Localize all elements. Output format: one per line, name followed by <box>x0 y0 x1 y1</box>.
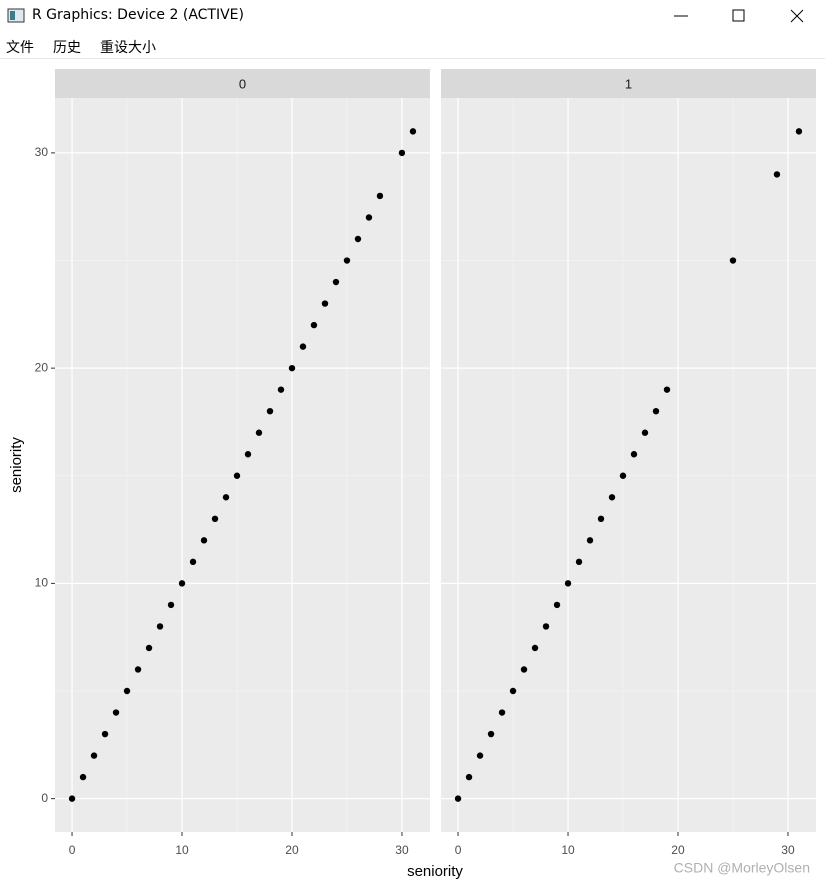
point <box>145 644 153 652</box>
panel <box>55 98 430 832</box>
point <box>123 687 131 695</box>
facet-title: 1 <box>625 76 632 91</box>
point <box>189 558 197 566</box>
close[interactable] <box>790 9 804 23</box>
y-tick-label: 10 <box>35 576 49 590</box>
point <box>520 666 528 673</box>
watermark: CSDN @MorleyOlsen <box>674 860 810 876</box>
point <box>553 601 561 609</box>
point <box>597 515 605 523</box>
y-axis-label: seniority <box>8 437 25 493</box>
strip <box>55 69 430 98</box>
window-title: R Graphics: Device 2 (ACTIVE) <box>32 7 244 23</box>
menu-item[interactable]: 重设大小 <box>100 40 156 56</box>
point <box>773 171 781 178</box>
x-tick-label: 10 <box>561 843 575 857</box>
x-tick-label: 20 <box>285 843 299 857</box>
menu-item[interactable]: 历史 <box>53 40 81 56</box>
menu-item[interactable]: 文件 <box>6 40 34 56</box>
point <box>266 407 274 415</box>
point <box>288 364 296 372</box>
point <box>156 623 164 630</box>
x-tick-label: 30 <box>781 843 795 857</box>
maximize[interactable] <box>732 9 745 22</box>
x-tick-label: 0 <box>69 843 76 857</box>
point <box>343 257 351 264</box>
point <box>663 386 671 393</box>
facet-title: 0 <box>239 76 246 91</box>
x-tick-label: 10 <box>175 843 189 857</box>
point <box>244 451 252 458</box>
point <box>498 709 506 716</box>
point <box>564 580 572 587</box>
x-tick-label: 20 <box>671 843 685 857</box>
point <box>90 752 98 759</box>
point <box>134 666 142 673</box>
point <box>112 709 120 716</box>
point <box>398 149 406 157</box>
point <box>299 343 307 350</box>
point <box>652 407 660 415</box>
point <box>729 257 737 264</box>
y-tick-label: 30 <box>35 145 49 159</box>
point <box>608 494 616 501</box>
point <box>101 730 109 738</box>
point <box>641 429 649 436</box>
point <box>79 773 87 781</box>
x-tick-label: 0 <box>455 843 462 857</box>
point <box>542 623 550 630</box>
point <box>211 515 219 523</box>
point <box>575 558 583 566</box>
menu-bar: 文件 历史 重设大小 <box>0 33 825 59</box>
point <box>222 494 230 501</box>
point <box>586 537 594 544</box>
point <box>487 730 495 738</box>
point <box>795 128 803 135</box>
point <box>310 321 318 329</box>
point <box>509 687 517 695</box>
app-icon-part <box>10 11 15 20</box>
point <box>321 300 329 307</box>
x-tick-label: 30 <box>395 843 409 857</box>
window-controls <box>7 8 804 23</box>
point <box>233 472 241 479</box>
point <box>476 752 484 759</box>
title-bar: R Graphics: Device 2 (ACTIVE) <box>0 0 825 33</box>
y-tick-label: 0 <box>41 791 48 805</box>
panel <box>441 98 816 832</box>
point <box>365 214 373 221</box>
point <box>200 537 208 544</box>
point <box>454 795 462 802</box>
point <box>167 601 175 609</box>
point <box>630 451 638 458</box>
point <box>277 386 285 393</box>
point <box>465 773 473 781</box>
y-tick-label: 20 <box>35 360 49 374</box>
strip <box>441 69 816 98</box>
point <box>376 192 384 200</box>
point <box>68 795 76 802</box>
point <box>178 580 186 587</box>
x-axis-label: seniority <box>407 863 463 880</box>
point <box>619 472 627 479</box>
point <box>531 644 539 652</box>
point <box>409 128 417 135</box>
point <box>354 235 362 243</box>
point <box>255 429 263 436</box>
point <box>332 278 340 286</box>
